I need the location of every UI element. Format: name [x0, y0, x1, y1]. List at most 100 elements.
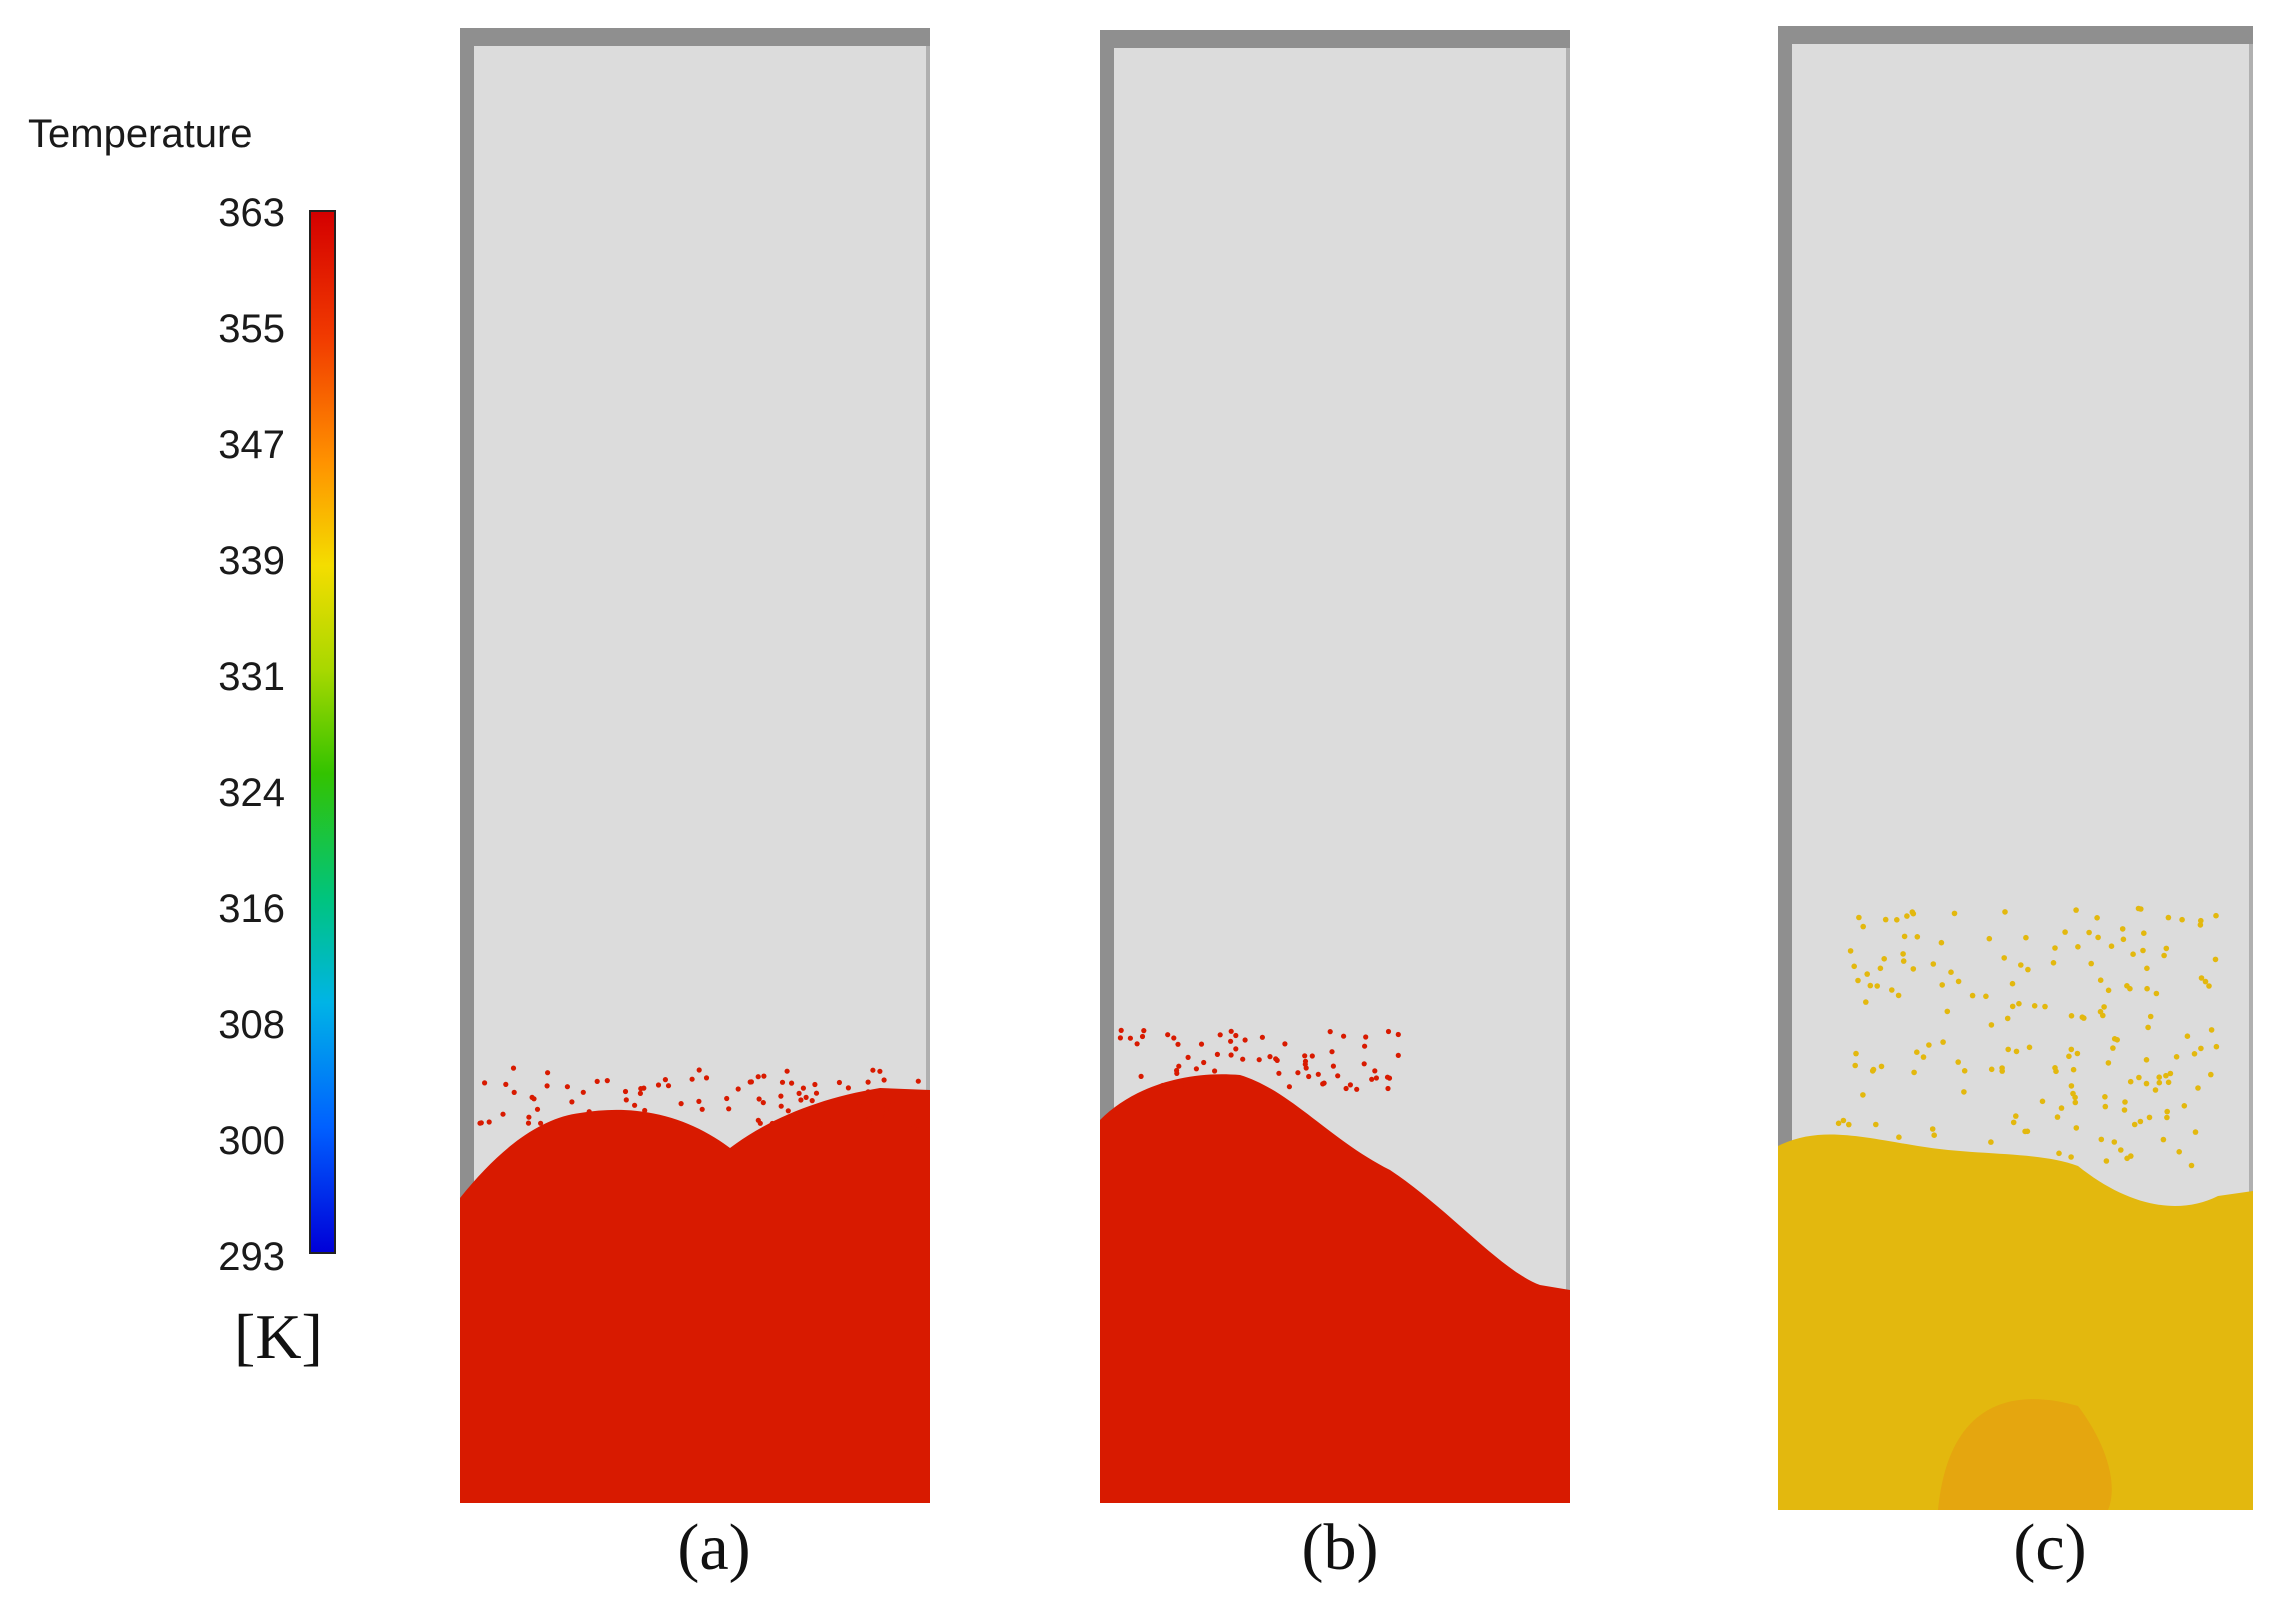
particle: [812, 1081, 818, 1088]
particle: [2173, 1054, 2180, 1060]
particle: [1139, 1033, 1146, 1040]
particle: [2137, 1118, 2144, 1125]
particle: [2143, 1080, 2150, 1087]
particle: [2212, 956, 2219, 963]
particle: [2073, 1125, 2080, 1131]
particle: [642, 1107, 648, 1114]
particle: [2068, 1154, 2074, 1160]
particle: [1864, 971, 1870, 977]
particle: [2179, 916, 2185, 923]
particle: [503, 1081, 509, 1087]
particle: [569, 1099, 575, 1105]
particle: [816, 1122, 822, 1128]
particle: [1939, 982, 1945, 988]
particle: [1384, 1074, 1391, 1080]
particle: [2098, 1136, 2105, 1143]
particle: [778, 1103, 784, 1109]
particle: [2086, 929, 2092, 936]
particle: [726, 1106, 732, 1112]
legend-title: Temperature: [28, 112, 253, 156]
particle: [1176, 1063, 1182, 1069]
colorbar-unit: [K]: [234, 1301, 323, 1372]
particle: [1881, 956, 1887, 962]
particle: [1860, 923, 1866, 930]
particle: [2011, 1159, 2018, 1165]
particle: [2181, 1103, 2188, 1109]
particle-cloud-c: [1835, 905, 2220, 1169]
particle: [1212, 1068, 1218, 1074]
particle: [2131, 1121, 2138, 1128]
colorbar-tick: 331: [218, 655, 285, 699]
particle: [2127, 1078, 2134, 1085]
particle: [1228, 1028, 1234, 1034]
particle: [2124, 983, 2130, 989]
particle: [2010, 1119, 2017, 1126]
particle: [2120, 936, 2127, 943]
particle: [1874, 983, 1880, 989]
particle: [2144, 965, 2150, 972]
particle: [1846, 1121, 1852, 1128]
particle: [2122, 1099, 2128, 1105]
particle: [641, 1119, 648, 1125]
particle: [2119, 926, 2126, 932]
particle: [1863, 999, 1869, 1005]
particle: [2195, 1085, 2201, 1091]
particle: [1986, 935, 1993, 942]
particle: [1329, 1049, 1335, 1055]
particle: [2124, 1155, 2130, 1162]
particle: [1273, 1056, 1279, 1062]
particle: [1867, 982, 1874, 989]
particle: [1327, 1029, 1333, 1035]
particle: [1852, 1062, 1858, 1069]
particle: [2156, 1074, 2162, 1080]
particle: [2052, 945, 2058, 951]
particle: [798, 1118, 804, 1124]
particle: [1961, 1068, 1968, 1074]
particle: [1362, 1043, 1368, 1049]
particle: [2164, 1108, 2170, 1115]
particle: [1900, 951, 1906, 957]
particle: [1240, 1056, 1246, 1062]
particle: [2105, 987, 2112, 994]
particle: [1882, 1149, 1889, 1156]
particle: [836, 1079, 842, 1086]
particle: [798, 1097, 804, 1103]
particle: [1910, 966, 1917, 972]
particle: [2039, 1098, 2046, 1105]
particle: [1286, 1084, 1292, 1090]
particle: [1233, 1032, 1239, 1039]
particle: [1983, 993, 1989, 1000]
particle: [2198, 1045, 2204, 1052]
particle: [1929, 1126, 1936, 1132]
particle: [2068, 1046, 2075, 1053]
particle: [2108, 943, 2115, 949]
particle: [1217, 1032, 1223, 1038]
particle: [1198, 1041, 1205, 1047]
particle: [1961, 1089, 1967, 1095]
particle: [1988, 1139, 1994, 1145]
particle: [2145, 1024, 2151, 1031]
particle: [2072, 1099, 2079, 1106]
particle: [2016, 1000, 2022, 1007]
particle: [482, 1080, 488, 1086]
particle: [1855, 977, 1861, 984]
particle: [2213, 1043, 2220, 1050]
particle: [2161, 952, 2167, 959]
particle: [564, 1084, 570, 1090]
particle: [2191, 1051, 2198, 1057]
particle: [1315, 1071, 1321, 1077]
particle: [761, 1073, 767, 1079]
particle: [2176, 1149, 2182, 1155]
particle: [1851, 963, 1857, 970]
particle: [755, 1074, 761, 1080]
particle: [2025, 966, 2031, 973]
particle: [699, 1106, 705, 1112]
particle: [2097, 977, 2104, 983]
temperature-colorbar: [309, 210, 336, 1254]
particle: [2023, 934, 2029, 941]
particle: [870, 1067, 876, 1073]
particle: [889, 1098, 895, 1104]
particle: [1118, 1027, 1124, 1033]
particle: [2136, 1074, 2142, 1081]
particle: [1303, 1065, 1309, 1071]
